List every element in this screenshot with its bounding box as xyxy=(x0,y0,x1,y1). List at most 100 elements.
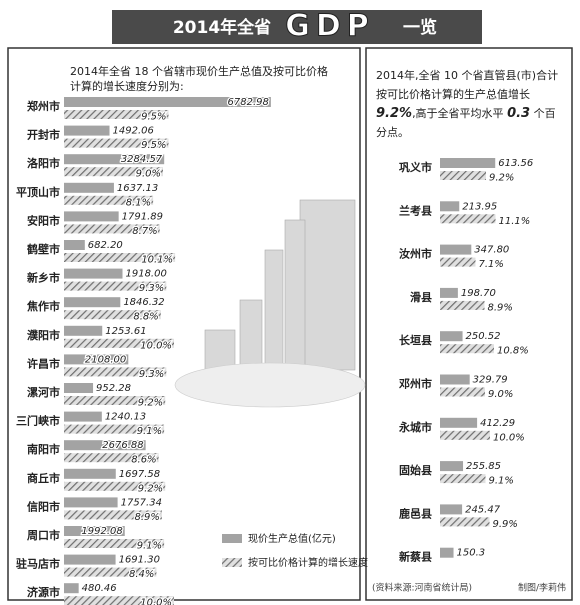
category-label: 郑州市 xyxy=(27,99,60,113)
gdp-bar xyxy=(64,182,114,193)
gdp-label: 1697.58 xyxy=(119,469,160,480)
growth-bar xyxy=(64,110,169,119)
gdp-label: 1240.13 xyxy=(105,412,146,423)
right-intro: 2014年,全省 10 个省直管县(市)合计按可比价格计算的生产总值增长 9.2… xyxy=(376,66,566,142)
gdp-label: 1253.61 xyxy=(105,326,146,337)
gdp-bar xyxy=(440,461,464,472)
growth-label: 10.8% xyxy=(497,346,529,357)
gdp-label: 613.56 xyxy=(498,158,533,169)
growth-bar xyxy=(440,257,476,267)
category-label: 焦作市 xyxy=(26,299,60,313)
gdp-label: 952.28 xyxy=(96,383,131,394)
gdp-label: 1992.08 xyxy=(81,526,122,537)
growth-label: 8.8% xyxy=(133,312,158,323)
growth-bar xyxy=(64,596,174,605)
gdp-bar xyxy=(440,201,460,212)
category-label: 邓州市 xyxy=(399,377,432,391)
growth-bar xyxy=(440,517,490,527)
gdp-bar xyxy=(440,244,472,255)
growth-bar xyxy=(64,310,161,320)
growth-bar xyxy=(64,167,163,177)
gdp-label: 245.47 xyxy=(465,504,501,515)
category-label: 汝州市 xyxy=(399,247,432,261)
growth-label: 9.9% xyxy=(493,519,518,530)
title-part: 一览 xyxy=(403,17,437,38)
category-label: 商丘市 xyxy=(27,471,60,485)
growth-label: 10.0% xyxy=(493,432,525,443)
growth-label: 9.2% xyxy=(489,173,514,184)
gdp-bar xyxy=(440,158,496,168)
growth-bar xyxy=(64,453,159,463)
gdp-bar xyxy=(64,468,116,479)
gdp-bar xyxy=(64,211,119,222)
category-label: 洛阳市 xyxy=(27,156,60,170)
category-label: 巩义市 xyxy=(399,160,432,174)
category-label: 新蔡县 xyxy=(399,550,432,564)
gdp-bar xyxy=(64,526,125,536)
growth-label: 8.7% xyxy=(132,226,157,237)
growth-bar xyxy=(64,138,169,148)
gdp-label: 3284.57 xyxy=(121,154,163,165)
category-label: 平顶山市 xyxy=(16,185,60,199)
growth-bar xyxy=(440,344,494,354)
growth-label: 9.5% xyxy=(141,112,166,123)
gdp-bar xyxy=(64,268,123,279)
growth-bar xyxy=(64,367,167,377)
intro-highlight: 9.2% xyxy=(376,106,413,121)
growth-label: 9.3% xyxy=(139,283,164,294)
growth-bar xyxy=(440,474,486,484)
growth-label: 8.4% xyxy=(129,569,154,580)
growth-bar xyxy=(64,338,174,348)
title-part: 2014年全省 xyxy=(173,17,271,38)
left-intro: 2014年全省 18 个省辖市现价生产总值及按可比价格计算的增长速度分别为: xyxy=(70,65,328,93)
intro-text: 2014年,全省 10 个省直管县(市)合计按可比价格计算的生产总值增长 xyxy=(376,69,559,101)
growth-bar xyxy=(64,481,166,491)
legend-swatch xyxy=(222,558,242,567)
growth-bar xyxy=(64,396,166,405)
growth-bar xyxy=(64,224,160,234)
category-label: 固始县 xyxy=(399,463,432,477)
category-label: 漯河市 xyxy=(27,385,60,399)
category-label: 安阳市 xyxy=(27,213,60,227)
category-label: 信阳市 xyxy=(27,499,60,513)
growth-label: 10.0% xyxy=(140,598,172,605)
growth-bar xyxy=(64,195,154,205)
gdp-bar xyxy=(440,547,454,558)
gdp-label: 347.80 xyxy=(474,245,509,256)
legend-swatch xyxy=(222,534,242,543)
gdp-bar xyxy=(440,504,463,515)
right-panel xyxy=(365,47,573,601)
gdp-label: 250.52 xyxy=(466,331,501,342)
legend-label: 按可比价格计算的增长速度 xyxy=(248,556,368,569)
category-label: 鹤壁市 xyxy=(27,242,60,256)
gdp-bar xyxy=(64,154,165,165)
category-label: 滑县 xyxy=(410,290,432,304)
title-part: GDP xyxy=(285,9,375,44)
gdp-label: 198.70 xyxy=(461,288,496,299)
gdp-label: 1918.00 xyxy=(125,269,166,280)
growth-label: 9.2% xyxy=(138,398,163,409)
growth-bar xyxy=(64,424,165,434)
gdp-bar xyxy=(64,240,85,250)
gdp-bar xyxy=(64,383,94,393)
category-label: 三门峡市 xyxy=(16,414,60,428)
gdp-bar xyxy=(64,411,102,422)
gdp-label: 150.3 xyxy=(457,548,486,559)
intro-text: ,高于全省平均水平 xyxy=(412,107,508,120)
gdp-bar xyxy=(64,297,121,308)
growth-label: 10.0% xyxy=(140,340,172,351)
skyline xyxy=(174,199,366,408)
gdp-bar xyxy=(64,554,116,565)
gdp-bar xyxy=(440,374,470,385)
growth-bar xyxy=(440,387,485,397)
gdp-label: 1691.30 xyxy=(119,555,160,566)
growth-label: 9.0% xyxy=(136,169,161,180)
category-label: 南阳市 xyxy=(27,442,60,456)
gdp-bar xyxy=(64,583,79,594)
category-label: 驻马店市 xyxy=(16,557,60,571)
gdp-label: 213.95 xyxy=(462,201,497,212)
growth-bar xyxy=(64,567,157,577)
growth-bar xyxy=(64,510,162,520)
